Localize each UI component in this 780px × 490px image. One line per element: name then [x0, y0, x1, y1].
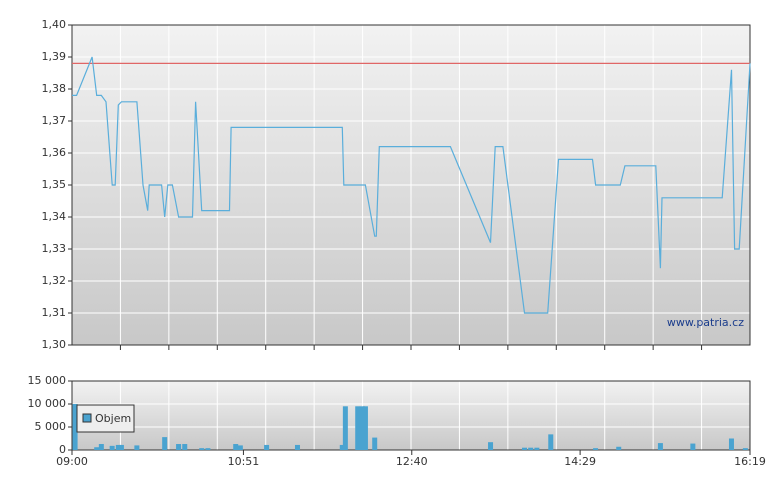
volume-bar: [182, 444, 188, 450]
volume-bar: [339, 444, 345, 450]
volume-bar: [616, 446, 622, 450]
watermark: www.patria.cz: [667, 316, 744, 329]
volume-bar: [657, 443, 663, 450]
y-tick-label: 15 000: [28, 374, 67, 387]
volume-bar: [548, 434, 554, 450]
volume-bar: [199, 448, 205, 450]
legend-label: Objem: [95, 412, 131, 425]
volume-bar: [134, 445, 140, 450]
y-tick-label: 1,37: [42, 114, 67, 127]
y-tick-label: 5 000: [35, 420, 67, 433]
volume-bar: [264, 444, 270, 450]
volume-bar: [237, 445, 243, 450]
volume-bar: [362, 406, 368, 450]
volume-bar: [205, 448, 211, 450]
y-tick-label: 1,34: [42, 210, 67, 223]
volume-bar: [372, 437, 378, 450]
volume-bar: [528, 447, 534, 450]
y-tick-label: 0: [59, 443, 66, 456]
y-tick-label: 1,40: [42, 18, 67, 31]
y-tick-label: 1,38: [42, 82, 67, 95]
x-tick-label: 14:29: [564, 455, 596, 468]
y-tick-label: 1,30: [42, 338, 67, 351]
volume-bar: [359, 406, 365, 450]
x-tick-label: 16:19: [734, 455, 766, 468]
volume-bar: [355, 406, 361, 450]
volume-bar: [98, 444, 104, 450]
volume-bar: [109, 445, 115, 450]
price-line: [72, 56, 751, 314]
y-tick-label: 1,36: [42, 146, 67, 159]
volume-bar: [94, 447, 100, 450]
volume-bar: [294, 444, 300, 450]
plot-border: [71, 24, 751, 346]
y-tick-label: 1,32: [42, 274, 67, 287]
volume-bar: [742, 448, 748, 450]
volume-bar: [115, 444, 121, 450]
volume-bar: [522, 447, 528, 450]
x-tick-label: 10:51: [228, 455, 260, 468]
volume-bar: [233, 444, 239, 450]
volume-bar: [728, 438, 734, 450]
x-tick-label: 12:40: [396, 455, 428, 468]
volume-bar: [488, 442, 494, 450]
y-tick-label: 1,33: [42, 242, 67, 255]
y-tick-label: 10 000: [28, 397, 67, 410]
legend-swatch: [82, 413, 92, 423]
volume-bar: [176, 444, 182, 450]
volume-bar: [342, 406, 348, 450]
y-tick-label: 1,31: [42, 306, 67, 319]
volume-bar: [162, 437, 168, 450]
y-tick-label: 1,39: [42, 50, 67, 63]
x-tick-label: 09:00: [56, 455, 88, 468]
volume-bar: [118, 444, 124, 450]
volume-bar: [593, 448, 599, 450]
plot-border: [71, 380, 751, 451]
volume-bar: [690, 443, 696, 450]
volume-bar: [72, 404, 78, 450]
y-tick-label: 1,35: [42, 178, 67, 191]
volume-bar: [534, 447, 540, 450]
